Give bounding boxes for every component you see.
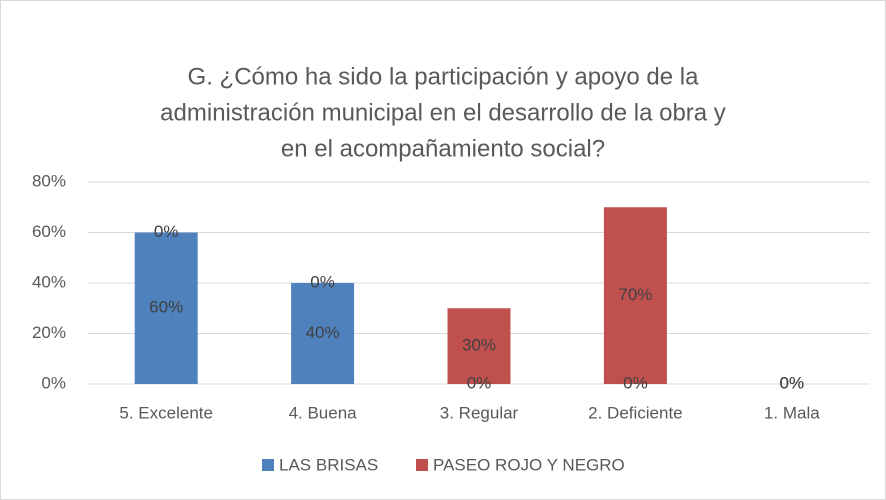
- x-tick-label: 3. Regular: [440, 403, 519, 422]
- x-tick-label: 2. Deficiente: [588, 403, 683, 422]
- legend-label: LAS BRISAS: [279, 455, 378, 474]
- data-label: 60%: [149, 298, 183, 317]
- legend-label: PASEO ROJO Y NEGRO: [433, 455, 625, 474]
- y-tick-label: 80%: [32, 171, 66, 190]
- legend-swatch: [416, 459, 428, 471]
- data-label: 0%: [780, 373, 805, 392]
- data-label: 0%: [310, 272, 335, 291]
- data-label: 0%: [154, 222, 179, 241]
- y-tick-label: 40%: [32, 272, 66, 291]
- x-tick-label: 1. Mala: [764, 403, 820, 422]
- y-tick-label: 20%: [32, 323, 66, 342]
- data-label: 0%: [780, 373, 805, 392]
- bar: [291, 283, 355, 384]
- bar: [603, 207, 667, 384]
- y-tick-label: 60%: [32, 222, 66, 241]
- bar: [134, 232, 198, 384]
- y-tick-label: 0%: [41, 373, 66, 392]
- chart-title: administración municipal en el desarroll…: [160, 99, 726, 126]
- x-tick-label: 5. Excelente: [119, 403, 213, 422]
- data-label: 30%: [462, 336, 496, 355]
- data-label: 70%: [618, 285, 652, 304]
- data-label: 0%: [467, 373, 492, 392]
- data-label: 40%: [306, 323, 340, 342]
- chart-title: en el acompañamiento social?: [281, 135, 605, 162]
- legend-swatch: [262, 459, 274, 471]
- x-tick-label: 4. Buena: [289, 403, 358, 422]
- bar: [447, 308, 511, 384]
- data-label: 0%: [623, 373, 648, 392]
- chart-title: G. ¿Cómo ha sido la participación y apoy…: [188, 63, 700, 90]
